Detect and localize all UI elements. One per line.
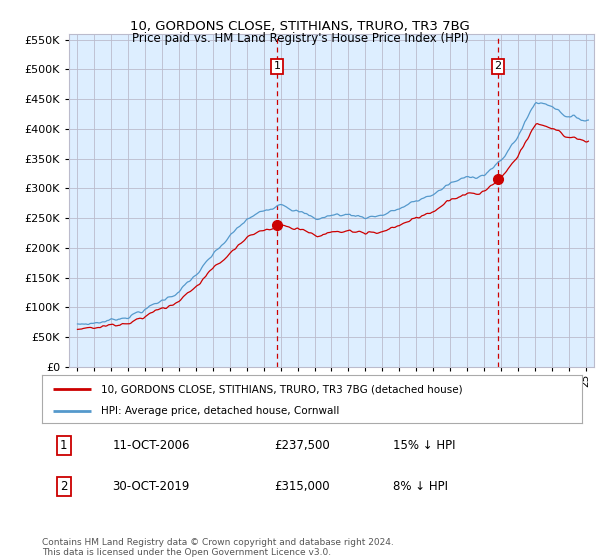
Text: 1: 1 <box>60 439 67 452</box>
Text: 30-OCT-2019: 30-OCT-2019 <box>112 480 190 493</box>
Text: £315,000: £315,000 <box>274 480 330 493</box>
Text: 15% ↓ HPI: 15% ↓ HPI <box>393 439 455 452</box>
Text: 11-OCT-2006: 11-OCT-2006 <box>112 439 190 452</box>
Text: £237,500: £237,500 <box>274 439 330 452</box>
Text: Contains HM Land Registry data © Crown copyright and database right 2024.
This d: Contains HM Land Registry data © Crown c… <box>42 538 394 557</box>
Text: Price paid vs. HM Land Registry's House Price Index (HPI): Price paid vs. HM Land Registry's House … <box>131 32 469 45</box>
Text: HPI: Average price, detached house, Cornwall: HPI: Average price, detached house, Corn… <box>101 406 340 416</box>
Text: 2: 2 <box>494 62 502 71</box>
Text: 2: 2 <box>60 480 67 493</box>
Text: 1: 1 <box>274 62 281 71</box>
Text: 10, GORDONS CLOSE, STITHIANS, TRURO, TR3 7BG: 10, GORDONS CLOSE, STITHIANS, TRURO, TR3… <box>130 20 470 32</box>
Text: 8% ↓ HPI: 8% ↓ HPI <box>393 480 448 493</box>
Text: 10, GORDONS CLOSE, STITHIANS, TRURO, TR3 7BG (detached house): 10, GORDONS CLOSE, STITHIANS, TRURO, TR3… <box>101 385 463 394</box>
